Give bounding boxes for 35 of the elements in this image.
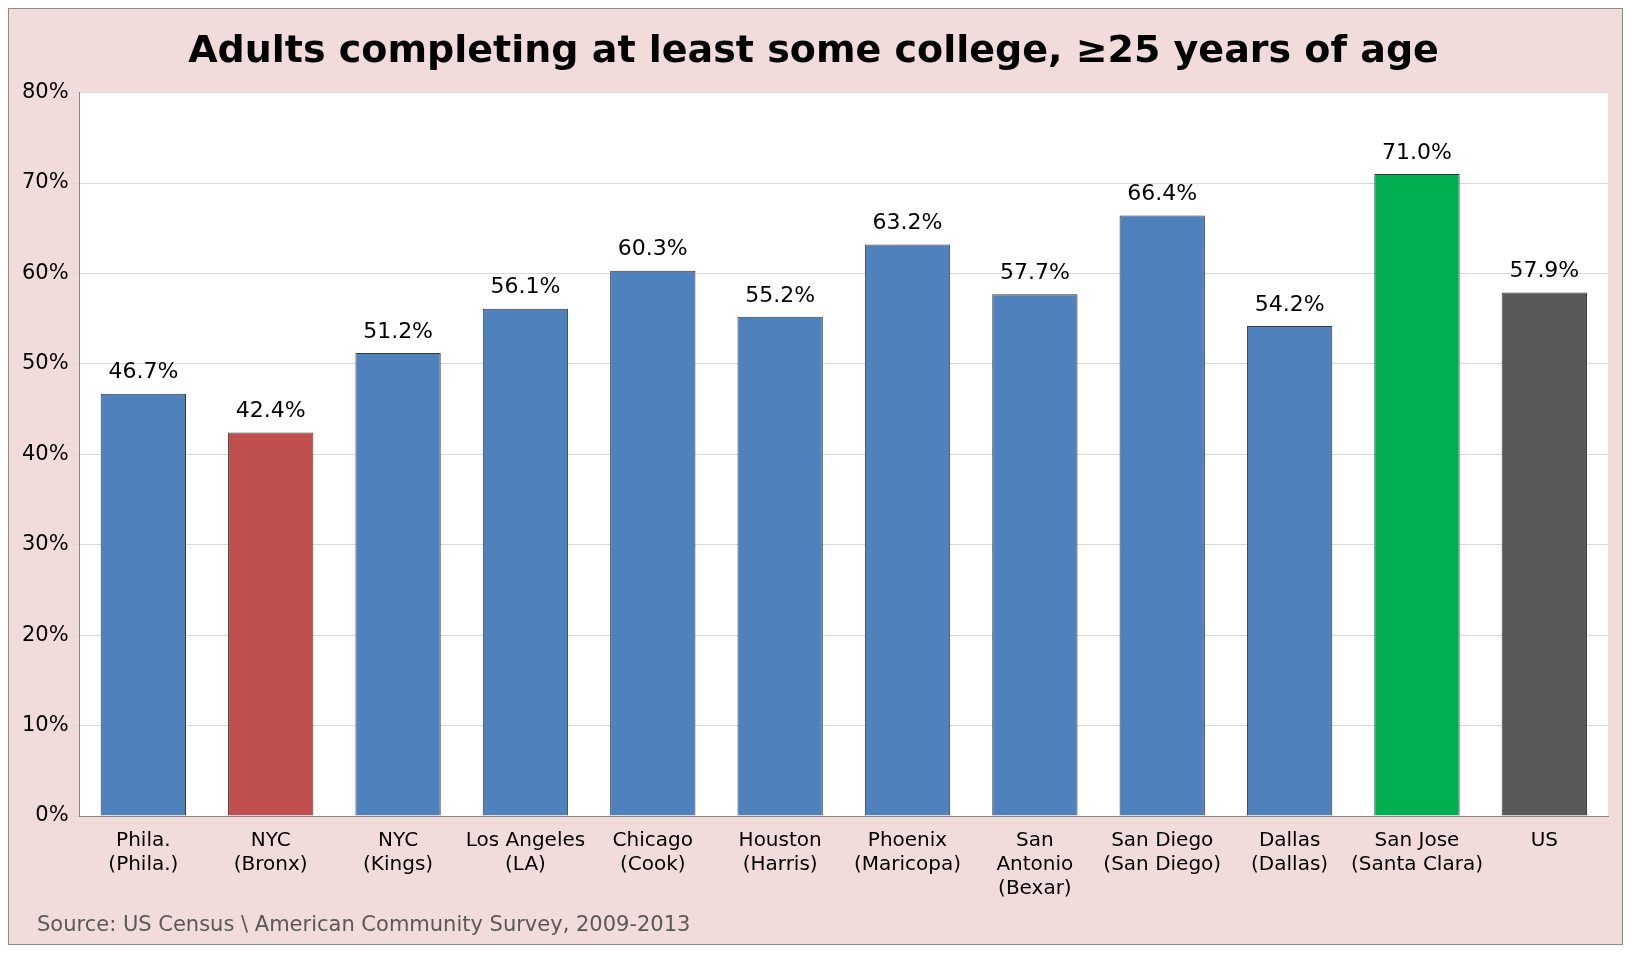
x-tick-label: San Jose (Santa Clara) [1350, 827, 1483, 876]
y-tick-label: 20% [21, 621, 69, 646]
y-tick-label: 50% [21, 350, 69, 375]
y-tick-label: 80% [21, 79, 69, 104]
y-tick-label: 60% [21, 259, 69, 284]
y-tick-label: 70% [21, 169, 69, 194]
chart-title: Adults completing at least some college, ≥25 years of age [188, 26, 1439, 71]
x-tick-label: Chicago (Cook) [612, 827, 693, 876]
source-note: Source: US Census \ American Community Survey, 2009-2013 [37, 911, 691, 936]
x-tick-label: US [1530, 827, 1558, 852]
data-label: 56.1% [490, 273, 561, 299]
x-tick-label: Los Angeles (LA) [465, 827, 586, 876]
data-label: 51.2% [363, 317, 434, 343]
y-tick-label: 30% [21, 531, 69, 556]
data-label: 60.3% [617, 235, 688, 261]
data-label: 71.0% [1382, 138, 1452, 164]
x-tick-label: Phoenix (Maricopa) [853, 827, 962, 876]
y-tick-label: 10% [21, 712, 69, 737]
x-tick-label: Phila. (Phila.) [108, 827, 179, 876]
x-tick-label: San Diego (San Diego) [1103, 827, 1222, 876]
y-tick-label: 40% [21, 440, 69, 465]
data-label: 55.2% [745, 281, 816, 307]
data-label: 42.4% [235, 397, 306, 423]
x-tick-label: Houston (Harris) [738, 827, 822, 876]
data-label: 54.2% [1254, 290, 1325, 316]
y-tick-label: 0% [35, 802, 69, 827]
x-tick-label: Dallas (Dallas) [1251, 827, 1329, 876]
data-label: 57.7% [999, 258, 1070, 284]
data-label: 46.7% [108, 358, 179, 384]
data-label: 66.4% [1127, 180, 1198, 206]
data-label: 57.9% [1509, 257, 1580, 283]
x-tick-label: NYC (Bronx) [233, 827, 308, 876]
x-tick-label: San Antonio (Bexar) [996, 827, 1074, 900]
data-label: 63.2% [872, 209, 943, 235]
x-tick-label: NYC (Kings) [363, 827, 434, 876]
